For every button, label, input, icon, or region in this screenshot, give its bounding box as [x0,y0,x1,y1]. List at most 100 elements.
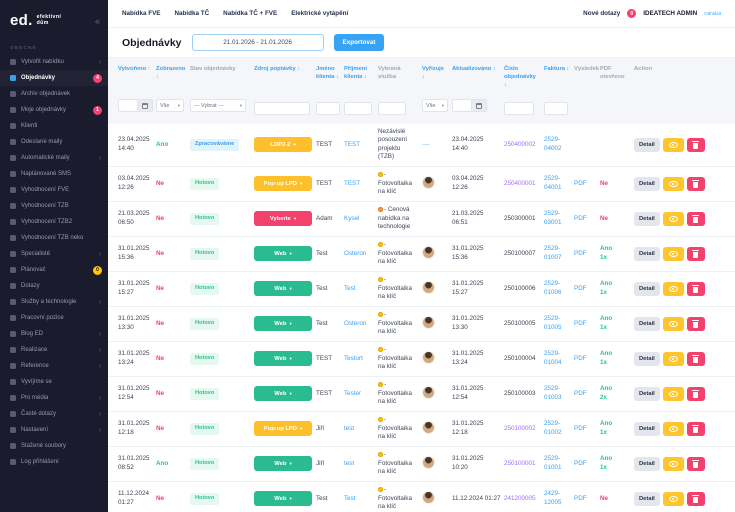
pdf-result-link[interactable]: PDF [574,424,587,432]
delete-button[interactable] [686,211,705,226]
eye-button[interactable] [662,421,684,436]
detail-button[interactable]: Detail [634,421,660,436]
client-last-name-link[interactable]: Osteron [344,249,367,257]
eye-button[interactable] [662,211,684,226]
sidebar-item-objednavky[interactable]: Objednávky 4 [0,70,108,86]
sidebar-item-log-prihlaseni[interactable]: Log přihlášení [0,454,108,470]
eye-button[interactable] [662,176,684,191]
client-last-name-link[interactable]: test [344,459,355,467]
source-dropdown[interactable]: Web ▾ [254,316,312,332]
status-filter-select[interactable]: --- Vybrat --- ▾ [190,99,246,113]
sidebar-item-stazene-soubory[interactable]: Stažené soubory [0,438,108,454]
detail-button[interactable]: Detail [634,491,660,506]
first-name-filter-input[interactable] [316,101,340,115]
column-header-created[interactable]: Vytvořeno ↑ [118,66,151,72]
tab-elektricke-vytapeni[interactable]: Elektrické vytápění [291,10,349,17]
eye-button[interactable] [662,281,684,296]
updated-calendar-button[interactable] [472,99,487,113]
sidebar-item-blog-ed[interactable]: Blog ED › [0,326,108,342]
sidebar-item-vyhodnoceni-tzb-neko[interactable]: Vyhodnocení TZB neko [0,230,108,246]
order-number-link[interactable]: 241200005 [504,494,536,502]
client-last-name-link[interactable]: test [344,424,355,432]
detail-button[interactable]: Detail [634,316,660,331]
column-header-order-number[interactable]: Číslo objednávky ↕ [504,66,536,88]
sidebar-item-vytvorit-nabidku[interactable]: Vytvořit nabídku › [0,54,108,70]
sidebar-item-archiv-objednavek[interactable]: Archiv objednávek [0,86,108,102]
tab-nabidka-fve[interactable]: Nabídka FVE [122,10,161,17]
column-header-handler[interactable]: Vyřizuje ↕ [422,66,445,80]
order-number-link[interactable]: 250400002 [504,140,536,148]
client-last-name-link[interactable]: Kysel [344,214,360,222]
displayed-filter-select[interactable]: Vše ▾ [156,99,184,113]
sidebar-item-pracovni-pozice[interactable]: Pracovní pozice [0,310,108,326]
column-header-invoice[interactable]: Faktura ↕ [544,66,570,72]
sidebar-item-pro-media[interactable]: Pro média › [0,390,108,406]
tab-nabidka-tc-fve[interactable]: Nabídka TČ + FVE [223,10,278,17]
eye-button[interactable] [662,456,684,471]
pdf-result-link[interactable]: PDF [574,459,587,467]
service-filter-input[interactable] [378,101,406,115]
sidebar-item-vyhodnoceni-fve[interactable]: Vyhodnocení FVE [0,182,108,198]
logout-link[interactable]: Odhlásit [704,11,721,16]
source-dropdown[interactable]: Web ▾ [254,491,312,507]
invoice-filter-input[interactable] [544,101,568,115]
source-filter-input[interactable] [254,101,310,115]
created-date-calendar-button[interactable] [138,99,153,113]
eye-button[interactable] [662,386,684,401]
invoice-link[interactable]: 2529- 01001 [544,455,562,471]
eye-button[interactable] [662,351,684,366]
sidebar-item-planovac[interactable]: Plánovač 0 [0,262,108,278]
detail-button[interactable]: Detail [634,176,660,191]
column-header-updated[interactable]: Aktualizováno ↕ [452,66,496,72]
client-last-name-link[interactable]: Testort [344,354,363,362]
pdf-result-link[interactable]: PDF [574,494,587,502]
order-number[interactable]: 250100003 [504,389,536,397]
column-header-displayed[interactable]: Zobrazeno ↕ [156,66,186,80]
sidebar-item-automaticke-maily[interactable]: Automatické maily › [0,150,108,166]
delete-button[interactable] [686,491,705,506]
sidebar-item-nastaveni[interactable]: Nastavení › [0,422,108,438]
invoice-link[interactable]: 2529- 01002 [544,420,562,436]
invoice-link[interactable]: 2529- 01005 [544,315,562,331]
invoice-link[interactable]: 2529- 01007 [544,245,562,261]
source-dropdown[interactable]: LOP2-2 ▾ [254,137,312,153]
client-last-name-link[interactable]: TEST [344,179,361,187]
column-header-last-name[interactable]: Příjmení klienta ↕ [344,66,367,80]
order-number[interactable]: 250300001 [504,214,536,222]
invoice-link[interactable]: 2529- 01004 [544,350,562,366]
delete-button[interactable] [686,281,705,296]
invoice-link[interactable]: 2529- 01006 [544,280,562,296]
client-last-name-link[interactable]: TEST [344,140,361,148]
order-number[interactable]: 250100006 [504,284,536,292]
source-dropdown[interactable]: Web ▾ [254,386,312,402]
sidebar-item-vyhodnoceni-tzb2[interactable]: Vyhodnocení TZB2 [0,214,108,230]
source-dropdown[interactable]: Pop-up LPD ▾ [254,421,312,437]
sidebar-item-reference[interactable]: Reference › [0,358,108,374]
source-dropdown[interactable]: Web ▾ [254,456,312,472]
client-last-name-link[interactable]: Test [344,284,356,292]
invoice-link[interactable]: 2529- 04002 [544,136,562,152]
eye-button[interactable] [662,137,684,152]
delete-button[interactable] [686,176,705,191]
order-number[interactable]: 250100007 [504,249,536,257]
sidebar-item-klienti[interactable]: Klienti [0,118,108,134]
sidebar-item-odeslane-maily[interactable]: Odeslané maily [0,134,108,150]
pdf-result-link[interactable]: PDF [574,284,587,292]
invoice-link[interactable]: 2429- 12005 [544,490,562,506]
detail-button[interactable]: Detail [634,386,660,401]
detail-button[interactable]: Detail [634,211,660,226]
eye-button[interactable] [662,246,684,261]
detail-button[interactable]: Detail [634,351,660,366]
delete-button[interactable] [686,316,705,331]
last-name-filter-input[interactable] [344,101,372,115]
pdf-result-link[interactable]: PDF [574,354,587,362]
tab-nabidka-tc[interactable]: Nabídka TČ [174,10,210,17]
source-dropdown[interactable]: Web ▾ [254,351,312,367]
user-name[interactable]: IDEATECH ADMIN [643,10,698,17]
sidebar-item-caste-dotazy[interactable]: Časté dotazy › [0,406,108,422]
eye-button[interactable] [662,491,684,506]
detail-button[interactable]: Detail [634,246,660,261]
order-number[interactable]: 250100004 [504,354,536,362]
export-button[interactable]: Exportovat [333,34,385,51]
client-last-name-link[interactable]: Tester [344,389,362,397]
